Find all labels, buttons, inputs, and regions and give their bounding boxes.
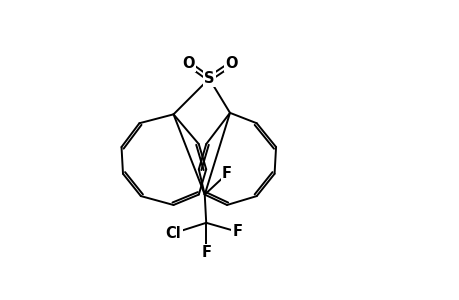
Text: O: O [182, 56, 194, 71]
Text: F: F [232, 224, 242, 239]
Text: F: F [201, 245, 211, 260]
Text: Cl: Cl [165, 226, 181, 241]
Text: S: S [203, 71, 214, 86]
Text: O: O [225, 56, 237, 71]
Text: F: F [222, 166, 231, 181]
